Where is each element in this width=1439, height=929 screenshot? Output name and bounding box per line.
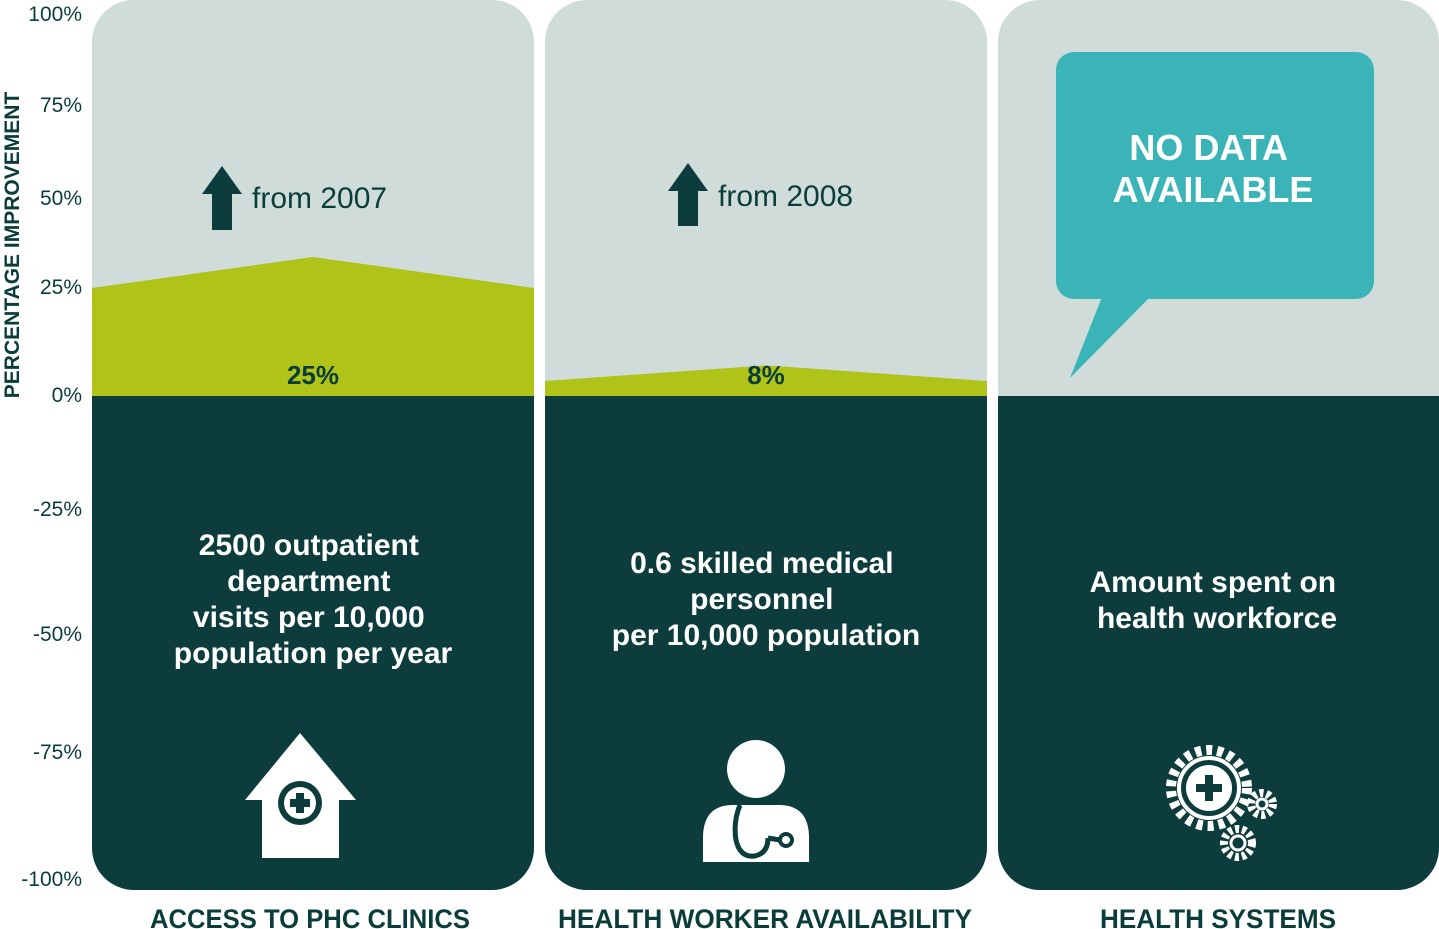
category-label: HEALTH SYSTEMS xyxy=(1100,904,1336,929)
panel-health-systems: NO DATA AVAILABLE Amount spent on health… xyxy=(998,0,1439,929)
panel-description: 0.6 skilled medical personnel per 10,000… xyxy=(612,547,920,652)
panel-upper-bg xyxy=(545,0,987,396)
value-label: 25% xyxy=(287,360,339,390)
y-tick-label: 100% xyxy=(28,3,82,26)
y-tick-label: 0% xyxy=(52,384,82,407)
panel-health-worker: from 2008 8% 0.6 skilled medical personn… xyxy=(545,0,987,929)
y-tick-label: 50% xyxy=(40,187,82,210)
improvement-area xyxy=(92,257,534,396)
from-year-label: from 2007 xyxy=(252,182,387,215)
doctor-stethoscope-icon xyxy=(703,740,809,862)
clinic-house-icon xyxy=(245,733,356,858)
category-label: ACCESS TO PHC CLINICS xyxy=(150,904,470,929)
y-tick-label: -50% xyxy=(33,623,82,646)
y-tick-label: -100% xyxy=(21,868,82,891)
value-label: 8% xyxy=(747,360,785,390)
y-axis-ticks: 100% 75% 50% 25% 0% -25% -50% -75% -100% xyxy=(21,3,82,891)
y-tick-label: -25% xyxy=(33,498,82,521)
gears-cross-icon xyxy=(1166,745,1277,861)
y-tick-label: 75% xyxy=(40,94,82,117)
panel-description: 2500 outpatient department visits per 10… xyxy=(174,529,453,670)
no-data-label: NO DATA AVAILABLE xyxy=(1113,127,1314,210)
from-year-label: from 2008 xyxy=(718,180,853,213)
y-tick-label: 25% xyxy=(40,276,82,299)
up-arrow-icon xyxy=(668,163,708,226)
y-axis-label: PERCENTAGE IMPROVEMENT xyxy=(1,92,24,399)
speech-bubble xyxy=(1056,52,1374,378)
panel-access-phc: from 2007 25% 2500 outpatient department… xyxy=(92,0,534,929)
y-tick-label: -75% xyxy=(33,741,82,764)
category-label: HEALTH WORKER AVAILABILITY xyxy=(558,904,972,929)
improvement-area xyxy=(545,365,987,396)
up-arrow-icon xyxy=(202,166,242,230)
panel-description: Amount spent on health workforce xyxy=(1090,566,1345,635)
